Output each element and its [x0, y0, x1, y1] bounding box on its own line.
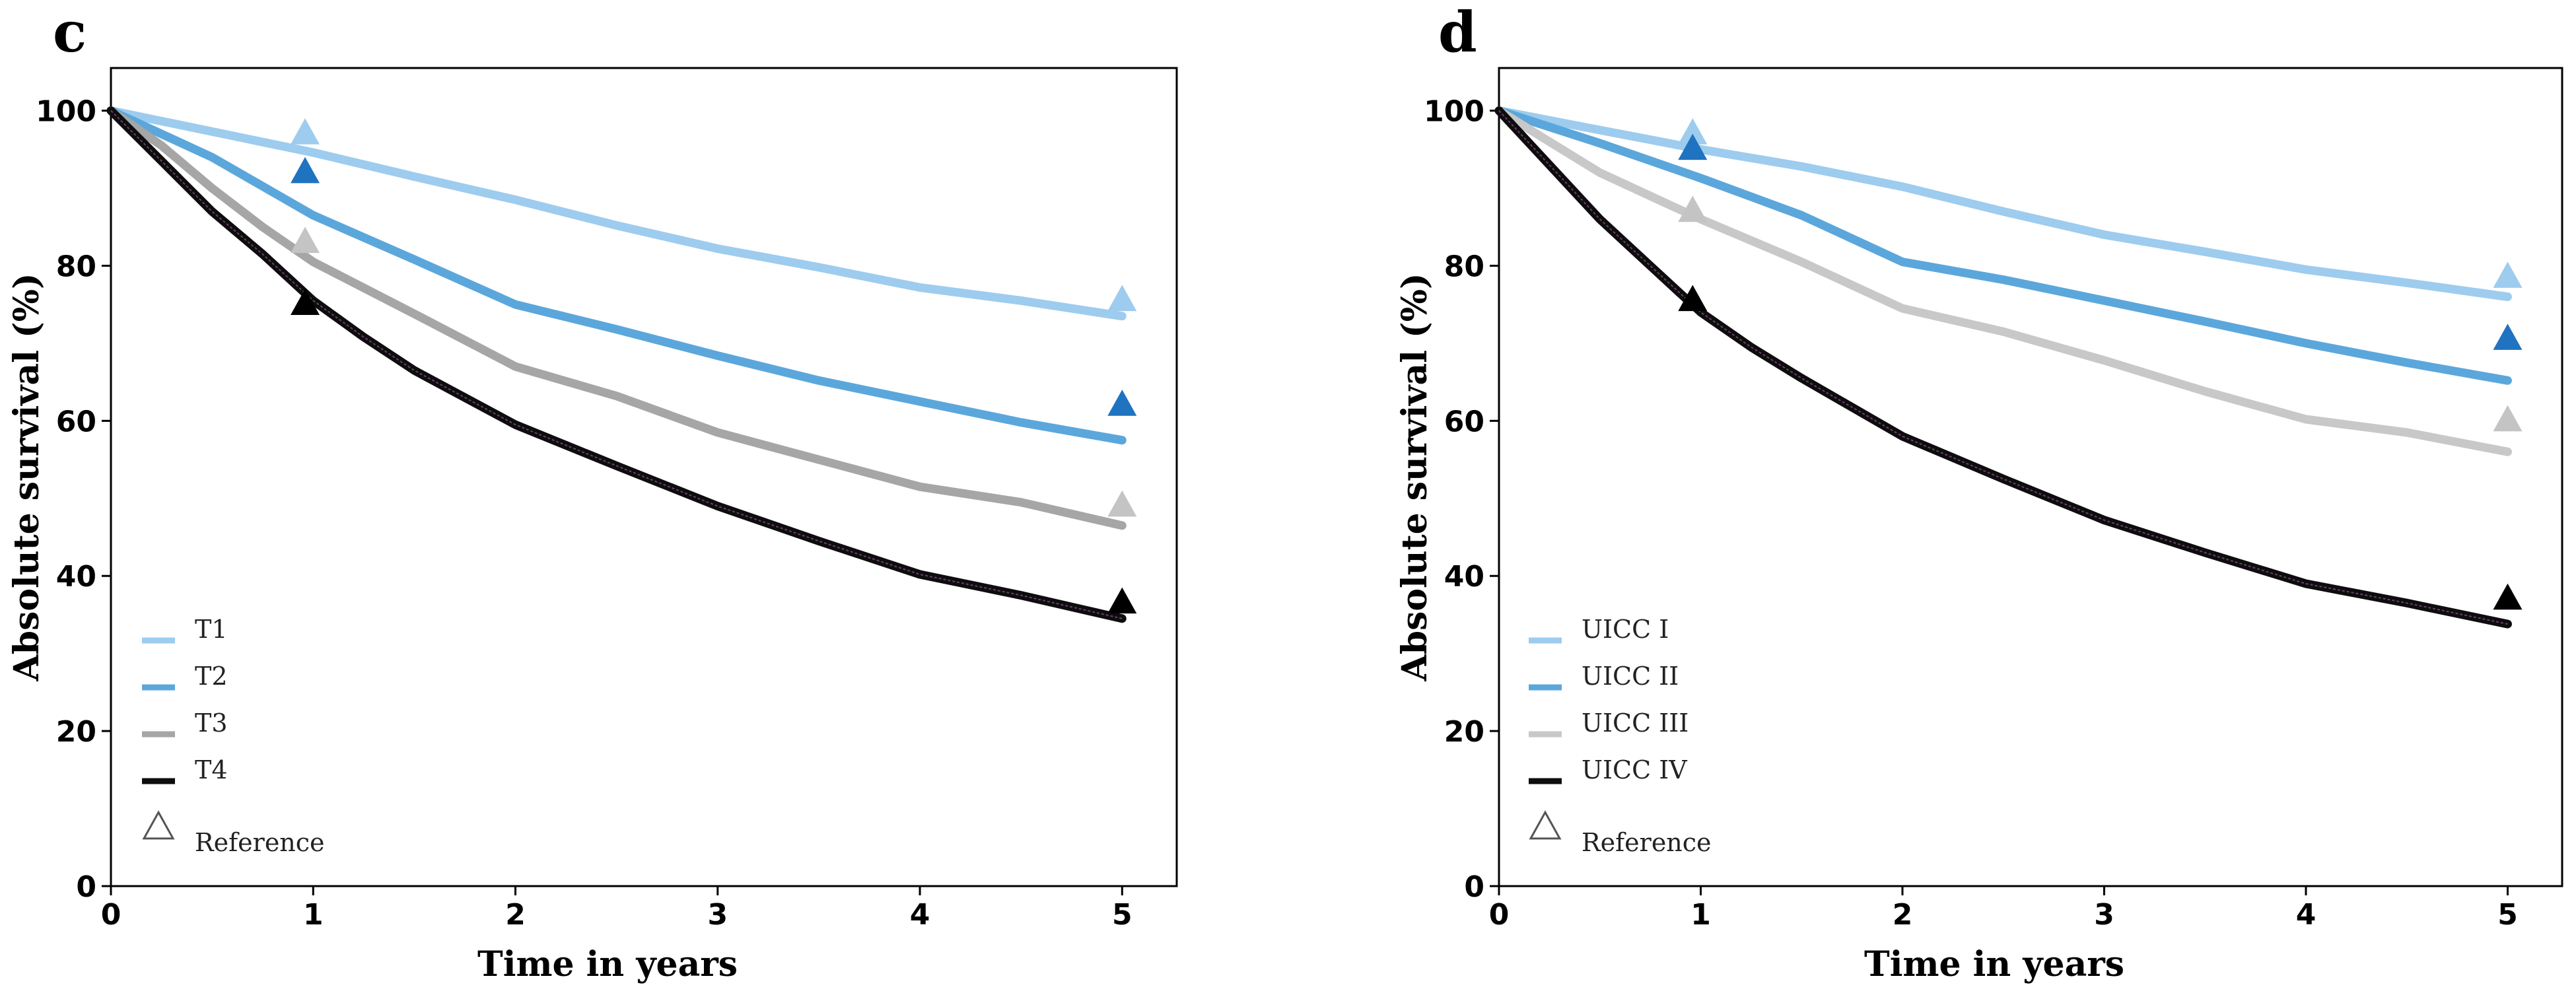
- legend-label: T4: [195, 755, 228, 784]
- x-tick-label: 2: [505, 898, 526, 932]
- y-tick-label: 60: [56, 405, 96, 438]
- reference-marker: [1107, 490, 1137, 517]
- reference-marker: [1107, 285, 1137, 312]
- legend-reference-icon: [1529, 810, 1562, 840]
- legend-label: T1: [195, 615, 228, 644]
- x-tick-label: 5: [1112, 898, 1132, 932]
- series-line-t3: [106, 106, 1127, 530]
- reference-marker: [1678, 195, 1708, 223]
- reference-marker: [291, 226, 320, 254]
- y-tick-label: 20: [56, 715, 96, 749]
- x-tick-label: 1: [1690, 898, 1711, 932]
- x-tick-label: 2: [1893, 898, 1913, 932]
- legend: UICC I UICC II UICC III UICC IV Reference: [1529, 615, 1712, 857]
- reference-marker: [2493, 324, 2523, 350]
- series-line-t1: [106, 106, 1127, 321]
- series-line-core: [1498, 110, 2508, 625]
- reference-marker: [291, 289, 320, 316]
- legend-label: UICC II: [1582, 662, 1679, 691]
- y-tick-label: 100: [36, 95, 96, 129]
- x-tick-label: 4: [910, 898, 930, 932]
- panel-letter-d: d: [1438, 0, 1477, 65]
- series-line-uicc-iv: [1494, 106, 2512, 629]
- reference-marker: [2493, 583, 2523, 610]
- x-axis-title: Time in years: [1864, 944, 2124, 984]
- panel-c: c 0 20 40 60 80 100 0 1 2 3 4 5 Time in years Absolute…: [7, 0, 1178, 984]
- y-tick-label: 0: [76, 870, 96, 904]
- y-tick-label: 40: [1444, 560, 1484, 594]
- y-tick-label: 40: [56, 560, 96, 594]
- plot-frame: [1498, 67, 2563, 887]
- y-axis-title: Absolute survival (%): [1395, 273, 1435, 681]
- legend-label: UICC I: [1582, 615, 1669, 644]
- legend-label: UICC III: [1582, 708, 1688, 738]
- series-line-uicc-i: [1494, 106, 2512, 301]
- legend-label: T2: [195, 662, 228, 691]
- x-tick-label: 5: [2497, 898, 2518, 932]
- y-tick-label: 0: [1464, 870, 1484, 904]
- y-tick-label: 60: [1444, 405, 1484, 438]
- x-tick-label: 0: [1489, 898, 1510, 932]
- x-tick-label: 3: [2094, 898, 2114, 932]
- series-line-uicc-iii: [1494, 106, 2512, 456]
- reference-marker: [2493, 405, 2523, 432]
- x-tick-label: 3: [707, 898, 728, 932]
- x-tick-label: 0: [101, 898, 122, 932]
- y-tick-label: 20: [1444, 715, 1484, 749]
- plot-frame: [110, 67, 1178, 887]
- reference-marker: [1678, 133, 1708, 160]
- series-line-core: [110, 110, 1123, 619]
- reference-marker: [1107, 587, 1137, 614]
- reference-marker: [291, 118, 320, 145]
- legend-reference-icon: [142, 810, 175, 840]
- reference-marker: [291, 156, 320, 184]
- y-axis-title: Absolute survival (%): [7, 273, 47, 681]
- legend-label: T3: [195, 708, 228, 738]
- reference-marker: [1678, 118, 1708, 145]
- y-tick-label: 100: [1424, 95, 1484, 129]
- legend-label: UICC IV: [1582, 755, 1687, 784]
- reference-marker: [1678, 285, 1708, 312]
- y-tick-label: 80: [56, 250, 96, 283]
- legend: T1 T2 T3 T4 Reference: [142, 615, 325, 857]
- x-axis-title: Time in years: [477, 944, 738, 984]
- panel-d: d 0 20 40 60 80 100 0 1 2 3 4 5 Time in years Absolute…: [1395, 0, 2563, 984]
- series-line-uicc-ii: [1494, 106, 2512, 385]
- x-tick-label: 4: [2296, 898, 2316, 932]
- series-line-t2: [106, 106, 1127, 445]
- reference-marker: [2493, 261, 2523, 288]
- x-tick-label: 1: [303, 898, 324, 932]
- legend-label: Reference: [195, 828, 325, 857]
- y-tick-label: 80: [1444, 250, 1484, 283]
- panel-letter-c: c: [53, 0, 87, 65]
- legend-label: Reference: [1582, 828, 1712, 857]
- reference-marker: [1107, 390, 1137, 416]
